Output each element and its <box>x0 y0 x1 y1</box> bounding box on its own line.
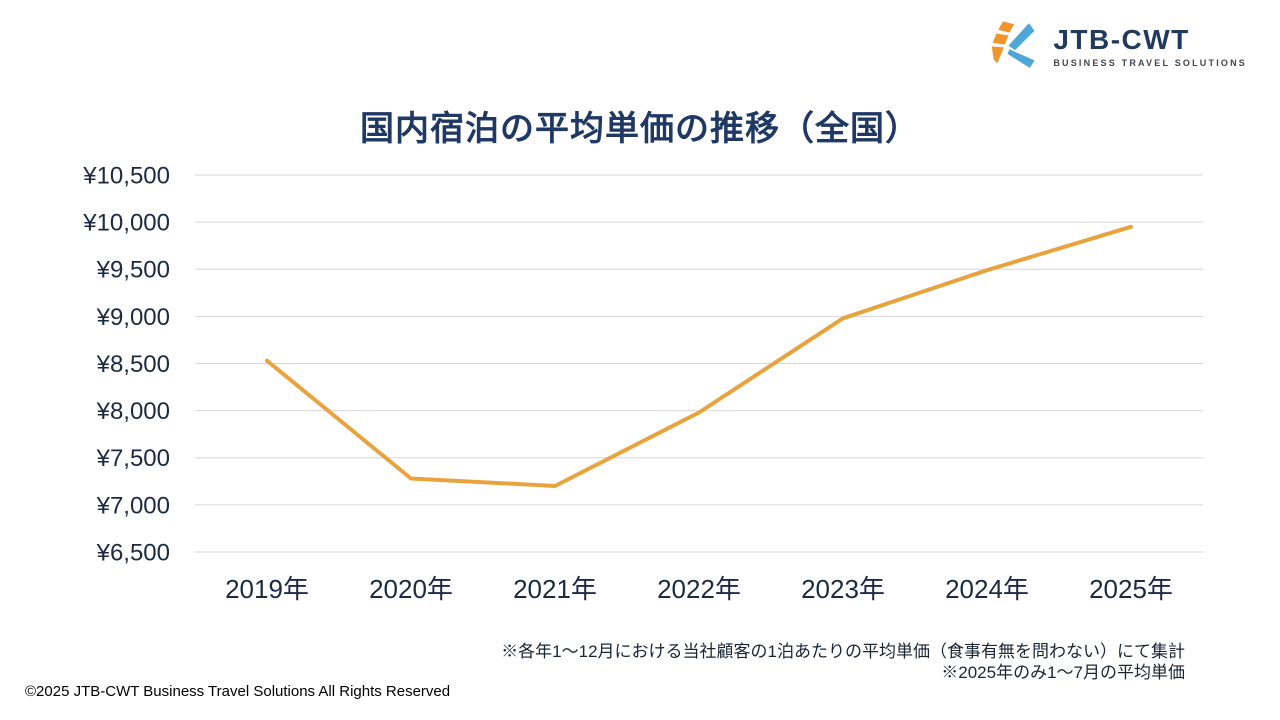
x-axis-tick-label: 2019年 <box>225 574 309 604</box>
x-axis-tick-label: 2023年 <box>801 574 885 604</box>
x-axis-tick-label: 2024年 <box>945 574 1029 604</box>
copyright: ©2025 JTB-CWT Business Travel Solutions … <box>25 683 451 700</box>
y-axis-tick-label: ¥10,000 <box>82 210 170 237</box>
x-axis-tick-label: 2022年 <box>657 574 741 604</box>
y-axis-tick-label: ¥10,500 <box>82 162 170 189</box>
logo-wordmark: JTB-CWT <box>1053 24 1190 55</box>
x-axis-tick-label: 2020年 <box>369 574 453 604</box>
series-line <box>265 224 1133 488</box>
footnote-line-1: ※各年1～12月における当社顧客の1泊あたりの平均単価（食事有無を問わない）にて… <box>501 642 1185 661</box>
y-axis-tick-label: ¥9,500 <box>96 257 170 284</box>
x-axis-tick-label: 2021年 <box>513 574 597 604</box>
y-axis-tick-label: ¥7,500 <box>96 445 170 472</box>
y-axis-tick-label: ¥7,000 <box>96 492 170 519</box>
y-axis-tick-label: ¥8,500 <box>96 351 170 378</box>
y-axis-tick-label: ¥6,500 <box>96 539 170 566</box>
jtb-cwt-logo-icon <box>992 21 1035 68</box>
logo: JTB-CWT BUSINESS TRAVEL SOLUTIONS <box>989 18 1247 75</box>
logo-tagline: BUSINESS TRAVEL SOLUTIONS <box>1053 58 1247 68</box>
y-axis-tick-label: ¥9,000 <box>96 304 170 331</box>
footnotes: ※各年1～12月における当社顧客の1泊あたりの平均単価（食事有無を問わない）にて… <box>501 641 1185 683</box>
y-axis-tick-label: ¥8,000 <box>96 398 170 425</box>
footnote-line-2: ※2025年のみ1～7月の平均単価 <box>941 663 1185 682</box>
x-axis-tick-label: 2025年 <box>1089 574 1173 604</box>
logo-text: JTB-CWT BUSINESS TRAVEL SOLUTIONS <box>1053 24 1247 69</box>
page-title: 国内宿泊の平均単価の推移（全国） <box>360 110 920 148</box>
